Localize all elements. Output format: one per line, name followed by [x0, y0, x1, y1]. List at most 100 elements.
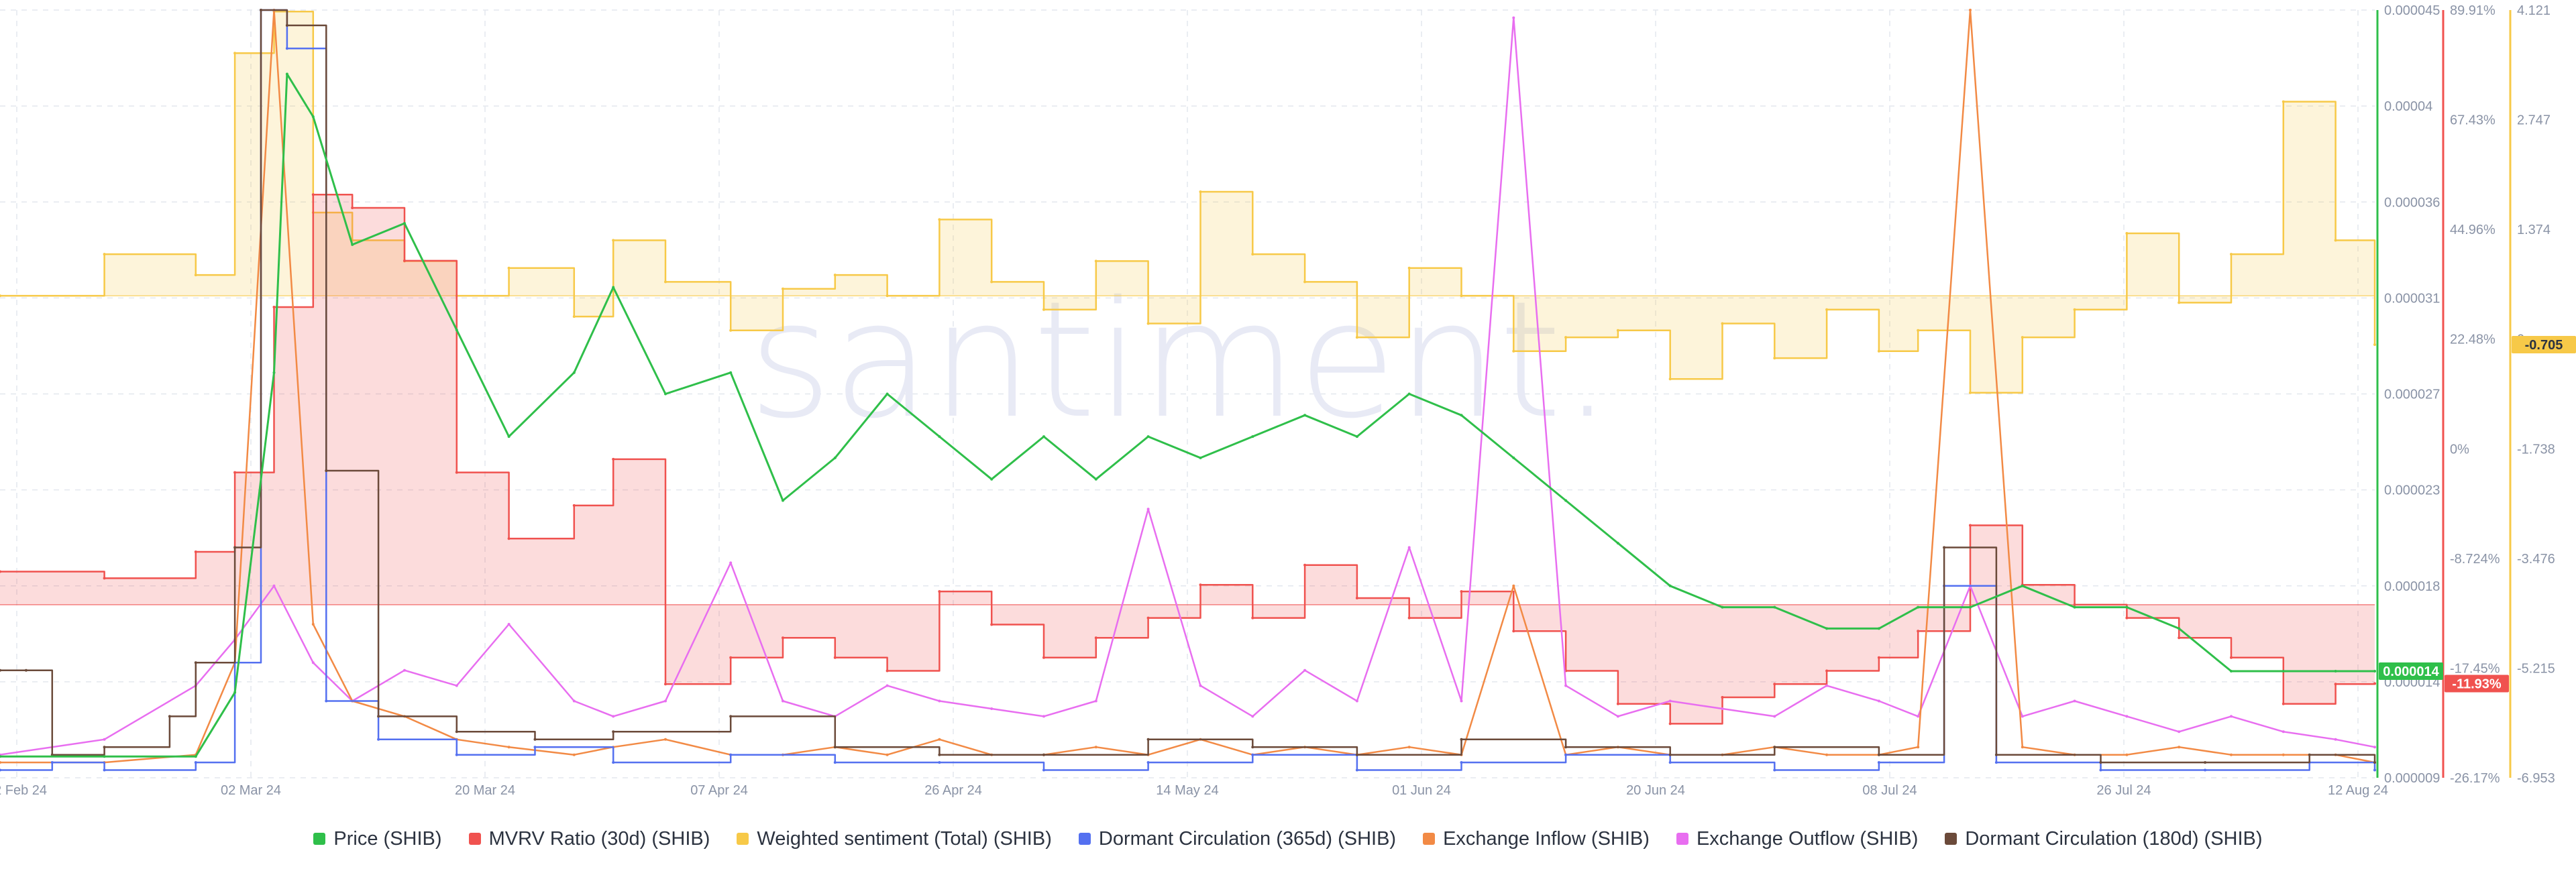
weighted-sentiment-total-shib-point: [2125, 232, 2129, 235]
mvrv-ratio-30d-shib-point: [1303, 563, 1307, 567]
price-tick-label: 0.00004: [2384, 99, 2432, 114]
dormant-circulation-180d-shib-point: [1042, 753, 1045, 756]
exchange-outflow-shib-point: [2282, 730, 2285, 734]
price-shib-point: [1564, 499, 1568, 502]
mvrv-ratio-30d-shib-point: [1825, 669, 1829, 673]
exchange-outflow-shib-point: [2373, 746, 2376, 749]
weighted-sentiment-total-shib-point: [1146, 322, 1150, 325]
weighted-sentiment-total-shib-point: [1825, 308, 1829, 311]
dormant-circulation-365d-shib-point: [533, 746, 537, 749]
exchange-outflow-shib-point: [1564, 684, 1568, 687]
weighted-sentiment-total-shib-point: [1969, 391, 1972, 394]
mvrv-tick-label: 0%: [2450, 442, 2469, 457]
weighted-sentiment-total-shib-point: [990, 280, 994, 284]
exchange-inflow-shib-point: [2230, 753, 2233, 756]
weighted-sentiment-total-shib-point: [1773, 357, 1776, 360]
mvrv-ratio-30d-shib-point: [272, 306, 276, 308]
dormant-circulation-365d-shib-point: [612, 761, 615, 764]
exchange-inflow-shib-point: [1512, 584, 1515, 587]
dormant-circulation-365d-shib-point: [2373, 768, 2376, 772]
price-shib-point: [2334, 670, 2337, 673]
mvrv-ratio-30d-shib-point: [507, 537, 511, 540]
dormant-circulation-180d-shib-point: [833, 746, 837, 749]
mvrv-tick-label: 89.91%: [2450, 3, 2496, 18]
legend-item[interactable]: Dormant Circulation (365d) (SHIB): [1078, 828, 1396, 850]
mvrv-badge-label: -11.93%: [2452, 677, 2502, 692]
price-shib-point: [2073, 605, 2076, 609]
exchange-outflow-shib-point: [507, 623, 511, 626]
dormant-circulation-180d-shib-point: [1668, 753, 1672, 756]
mvrv-badge: [2445, 675, 2509, 693]
price-tick-label: 0.000036: [2384, 195, 2440, 210]
exchange-inflow-shib-point: [938, 738, 941, 741]
price-shib-point: [2282, 670, 2285, 673]
mvrv-ratio-30d-shib-point: [1721, 696, 1724, 699]
dormant-circulation-365d-shib-point: [938, 761, 941, 764]
weighted-sentiment-total-shib-point: [612, 239, 615, 242]
exchange-outflow-shib-point: [729, 561, 733, 565]
price-shib-point: [885, 392, 889, 396]
price-shib-point: [1969, 605, 1972, 609]
legend-item[interactable]: Dormant Circulation (180d) (SHIB): [1945, 828, 2263, 850]
mvrv-ratio-30d-shib-point: [1407, 616, 1411, 620]
mvrv-ratio-30d-shib-area: [0, 194, 2375, 724]
legend-item[interactable]: Weighted sentiment (Total) (SHIB): [737, 827, 1052, 850]
dormant-circulation-180d-shib-point: [260, 9, 262, 11]
price-shib-point: [2373, 670, 2376, 673]
exchange-inflow-shib-point: [572, 753, 576, 756]
x-tick-label: 20 Mar 24: [455, 783, 515, 798]
weighted-sentiment-total-shib-point: [1721, 322, 1724, 325]
weighted-sentiment-total-shib-point: [833, 274, 837, 277]
exchange-outflow-shib-point: [782, 699, 784, 703]
exchange-outflow-shib-point: [612, 715, 615, 718]
dormant-circulation-365d-shib-point: [1668, 761, 1672, 764]
legend: Price (SHIB) MVRV Ratio (30d) (SHIB) Weigh…: [0, 822, 2576, 856]
price-shib-point: [1460, 414, 1463, 417]
dormant-circulation-365d-shib-point: [1251, 753, 1254, 756]
price-shib-point: [403, 222, 406, 225]
mvrv-ratio-30d-shib-point: [612, 457, 615, 461]
mvrv-ratio-30d-shib-point: [1460, 590, 1463, 593]
exchange-inflow-shib-point: [2125, 753, 2129, 756]
exchange-outflow-shib-point: [2230, 715, 2233, 718]
legend-item[interactable]: MVRV Ratio (30d) (SHIB): [468, 828, 710, 850]
exchange-inflow-shib-point: [2021, 746, 2024, 749]
weighted-sentiment-total-shib-point: [2373, 343, 2376, 346]
price-shib-point: [1616, 542, 1619, 545]
weighted-sentiment-total-shib-point: [2230, 253, 2233, 256]
mvrv-ratio-30d-shib-point: [194, 550, 197, 553]
price-shib-point: [1303, 414, 1307, 417]
exchange-inflow-shib-point: [2282, 753, 2285, 756]
legend-item[interactable]: Price (SHIB): [313, 828, 442, 850]
legend-swatch: [1423, 833, 1436, 845]
exchange-inflow-shib-point: [1825, 753, 1829, 756]
mvrv-ratio-30d-shib-point: [1616, 702, 1619, 705]
legend-item[interactable]: Exchange Inflow (SHIB): [1423, 828, 1650, 850]
exchange-outflow-shib-point: [1721, 707, 1724, 710]
weighted-sentiment-total-shib-point: [1668, 377, 1672, 381]
mvrv-ratio-30d-shib-point: [1668, 722, 1672, 725]
dormant-circulation-365d-shib-point: [1773, 768, 1776, 772]
mvrv-ratio-30d-shib-point: [1773, 683, 1776, 686]
exchange-inflow-shib-point: [0, 761, 1, 764]
dormant-circulation-365d-shib-point: [1146, 761, 1150, 764]
dormant-circulation-180d-shib-point: [1564, 746, 1568, 749]
price-shib-point: [612, 286, 615, 289]
price-shib-point: [507, 435, 511, 439]
weighted-sentiment-total-shib-point: [1512, 349, 1515, 353]
exchange-outflow-shib-point: [2021, 715, 2024, 718]
price-shib-point: [1251, 435, 1254, 439]
dormant-circulation-180d-shib-point: [1877, 753, 1880, 756]
dormant-circulation-180d-shib-point: [233, 546, 237, 549]
exchange-outflow-shib-point: [1877, 699, 1880, 703]
exchange-inflow-shib-point: [1917, 746, 1920, 749]
legend-item[interactable]: Exchange Outflow (SHIB): [1676, 828, 1918, 850]
legend-label: Weighted sentiment (Total) (SHIB): [757, 827, 1052, 850]
exchange-inflow-shib-point: [311, 623, 315, 626]
mvrv-ratio-30d-shib-point: [1199, 583, 1202, 587]
dormant-circulation-180d-shib-point: [325, 469, 328, 472]
price-badge: [2379, 662, 2443, 680]
price-shib-point: [782, 499, 784, 502]
dormant-circulation-365d-shib-point: [285, 47, 288, 50]
mvrv-ratio-30d-shib-point: [1094, 636, 1097, 640]
